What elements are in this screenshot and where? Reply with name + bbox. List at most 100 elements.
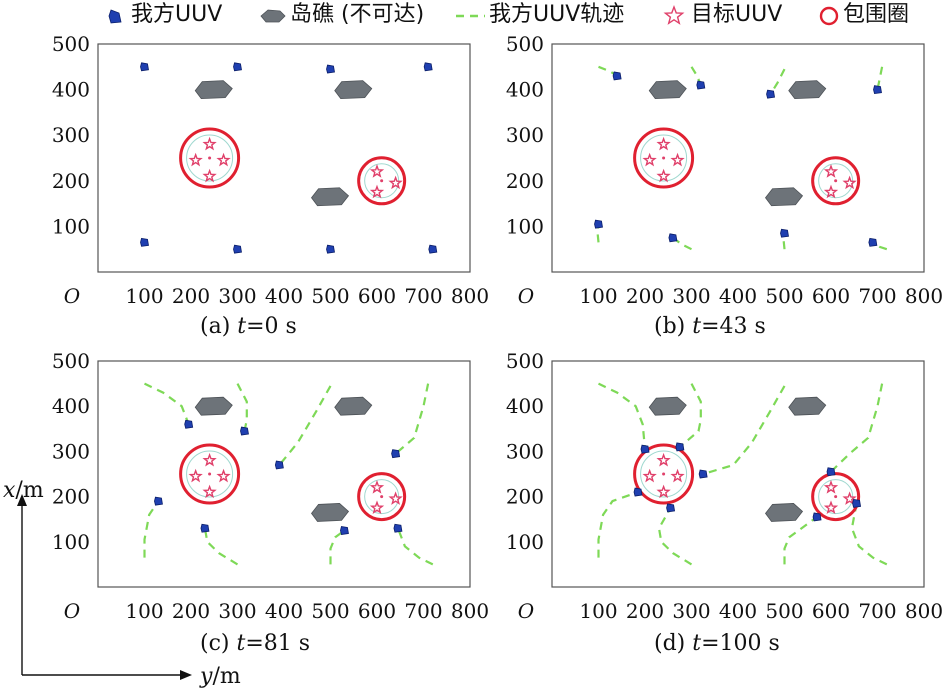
our-uuv-marker [154, 496, 163, 506]
y-tick-label: 600 [812, 284, 850, 308]
target-uuv-star [388, 491, 403, 505]
our-uuv-marker [698, 469, 708, 479]
x-tick-label: 100 [52, 214, 90, 238]
island-obstacle [648, 80, 687, 100]
uuv-trajectory [679, 383, 702, 448]
y-tick-label: 800 [905, 284, 943, 308]
x-tick-label: 300 [506, 439, 544, 463]
x-tick-label: 500 [52, 349, 90, 373]
target-uuv-star [216, 152, 231, 167]
uuv-trajectory [702, 385, 786, 476]
target-uuv-star [656, 136, 671, 151]
y-tick-label: 300 [218, 599, 256, 623]
our-uuv-marker [812, 512, 822, 522]
y-tick-label: 800 [451, 284, 489, 308]
uuv-trajectory [872, 241, 888, 251]
encircle-ring [357, 156, 407, 206]
uuv-trajectory [598, 382, 647, 450]
y-tick-label: 700 [858, 599, 896, 623]
our-uuv-marker [668, 233, 678, 243]
target-uuv-star [369, 480, 385, 494]
y-tick-label: 700 [858, 284, 896, 308]
target-uuv-star [642, 468, 657, 483]
our-uuv-marker [391, 449, 401, 459]
x-tick-label: 400 [52, 78, 90, 102]
plot-frame [551, 43, 925, 273]
target-uuv-star [388, 175, 403, 190]
island-obstacle [334, 396, 373, 416]
target-uuv-star [369, 500, 385, 514]
x-tick-label: 500 [52, 32, 90, 56]
our-uuv-marker [140, 237, 149, 247]
legend-uuv-label: 我方UUV [131, 2, 222, 27]
uuv-trajectory [143, 500, 160, 558]
target-uuv-star [823, 164, 839, 178]
target-uuv-star [202, 452, 217, 467]
uuv-trajectory [830, 383, 884, 473]
our-uuv-marker [594, 219, 603, 229]
legend-encircle-label: 包围圈 [843, 2, 909, 27]
target-uuv-star [842, 175, 857, 190]
target-inner-circle [186, 134, 234, 182]
legend-target-label: 目标UUV [691, 2, 782, 27]
our-uuv-marker [274, 460, 284, 470]
target-uuv-star [670, 152, 685, 167]
panel-caption: (c) t=81 s [200, 631, 310, 656]
y-tick-label: 300 [218, 284, 256, 308]
panel-c: 100 200 300 400 500 100 200 300 400 500 600 700 800 O… [52, 349, 489, 656]
legend-uuv-icon [108, 9, 122, 24]
target-center [380, 179, 384, 183]
x-tick-label: 300 [52, 123, 90, 147]
y-tick-label: 100 [579, 284, 617, 308]
our-uuv-marker [140, 62, 149, 72]
target-center [208, 472, 212, 476]
y-tick-label: 600 [358, 599, 396, 623]
island-obstacle [764, 503, 804, 522]
y-tick-label: 500 [765, 284, 803, 308]
our-uuv-marker [326, 64, 335, 74]
encircle-ring [179, 443, 241, 505]
island-obstacle [764, 187, 804, 207]
y-tick-label: 700 [404, 284, 442, 308]
island-obstacle [194, 396, 233, 416]
legend-encircle-icon [819, 6, 839, 26]
our-uuv-marker [393, 523, 403, 533]
legend: 我方UUV 岛礁 (不可达) 我方UUV轨迹 目标UUV 包围圈 [108, 2, 909, 27]
legend-island-label: 岛礁 (不可达) [290, 2, 424, 27]
our-uuv-marker [233, 244, 242, 254]
y-tick-label: 200 [626, 599, 664, 623]
our-uuv-marker [852, 498, 862, 508]
y-tick-label: 400 [265, 284, 303, 308]
uuv-trajectory [203, 528, 239, 566]
our-uuv-marker [675, 442, 685, 452]
our-uuv-marker [240, 426, 249, 436]
island-obstacle [310, 187, 350, 207]
target-uuv-star [823, 184, 839, 199]
x-axis-label: x/m [3, 478, 44, 503]
encircle-ring [179, 127, 241, 189]
target-inner-circle [640, 450, 688, 498]
encircle-ring [811, 472, 861, 522]
target-center [662, 472, 666, 476]
our-uuv-marker [233, 62, 242, 72]
encircle-ring [357, 472, 407, 522]
encircle-ring [633, 443, 695, 505]
our-uuv-marker [780, 228, 789, 238]
panel-caption: (a) t=0 s [200, 314, 297, 339]
panels: 100 200 300 400 500 100 200 300 400 500 600 700 800 O… [52, 32, 943, 656]
y-tick-label: 100 [125, 599, 163, 623]
origin-label: O [64, 599, 80, 623]
uuv-trajectory [782, 233, 786, 250]
panel-caption: (d) t=100 s [654, 631, 780, 656]
target-uuv-star [642, 152, 657, 167]
x-tick-label: 300 [52, 439, 90, 463]
x-tick-label: 400 [506, 394, 544, 418]
our-uuv-marker [640, 444, 650, 454]
y-axis-label: y/m [199, 664, 241, 689]
uuv-trajectory [144, 382, 190, 425]
y-tick-label: 500 [311, 284, 349, 308]
plot-frame [97, 43, 471, 273]
target-uuv-star [823, 500, 839, 514]
legend-target-star-icon [663, 5, 685, 25]
